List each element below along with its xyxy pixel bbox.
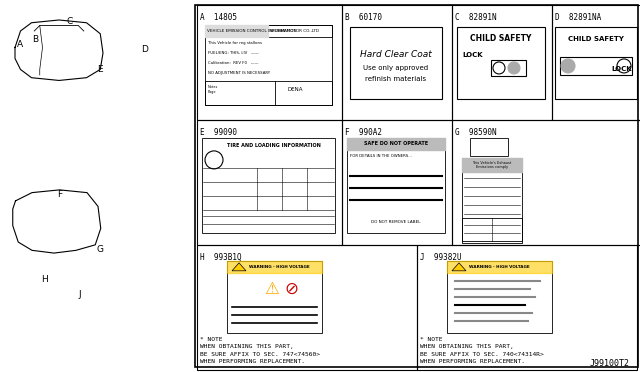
Text: FOR DETAILS IN THE OWNERS...: FOR DETAILS IN THE OWNERS... xyxy=(350,154,412,158)
Text: refinish materials: refinish materials xyxy=(365,76,427,82)
Text: DENA: DENA xyxy=(287,87,303,92)
Text: J99100T2: J99100T2 xyxy=(590,359,630,368)
Text: J: J xyxy=(79,290,81,299)
Bar xyxy=(552,5,640,120)
Bar xyxy=(417,245,637,370)
Text: J  99382U: J 99382U xyxy=(420,253,461,262)
Text: Calibration:  REV F0   ——: Calibration: REV F0 —— xyxy=(208,61,259,65)
Bar xyxy=(347,138,445,233)
Text: ⊘: ⊘ xyxy=(285,280,298,298)
Text: SAFE DO NOT OPERATE: SAFE DO NOT OPERATE xyxy=(364,141,428,147)
Text: G: G xyxy=(97,245,104,254)
Bar xyxy=(342,120,452,245)
Text: B  60170: B 60170 xyxy=(345,13,382,22)
Text: F  990A2: F 990A2 xyxy=(345,128,382,137)
Text: Hard Clear Coat: Hard Clear Coat xyxy=(360,51,432,60)
Text: WARNING - HIGH VOLTAGE: WARNING - HIGH VOLTAGE xyxy=(249,265,310,269)
Text: LOCK: LOCK xyxy=(462,52,483,58)
Bar xyxy=(205,81,332,105)
Bar xyxy=(470,138,508,156)
Text: F: F xyxy=(58,190,63,199)
Text: LOCK: LOCK xyxy=(611,66,632,72)
Bar xyxy=(457,27,545,99)
Text: NO ADJUSTMENT IS NECESSARY: NO ADJUSTMENT IS NECESSARY xyxy=(208,71,270,75)
Text: This Vehicle's Exhaust
Emissions comply: This Vehicle's Exhaust Emissions comply xyxy=(472,161,512,169)
Bar xyxy=(447,261,552,333)
Text: * NOTE
WHEN OBTAINING THIS PART,
BE SURE AFFIX TO SEC. 747<74560>
WHEN PERFORMIN: * NOTE WHEN OBTAINING THIS PART, BE SURE… xyxy=(200,337,320,364)
Text: ⚠: ⚠ xyxy=(264,280,280,298)
Bar xyxy=(197,120,342,245)
Bar xyxy=(202,138,335,233)
Text: CHILD SAFETY: CHILD SAFETY xyxy=(568,36,624,42)
Text: NISSAN MOTOR CO.,LTD: NISSAN MOTOR CO.,LTD xyxy=(270,29,319,33)
Text: C: C xyxy=(67,17,73,26)
Text: H: H xyxy=(42,275,49,284)
Text: Notes
Page: Notes Page xyxy=(208,85,218,93)
Bar xyxy=(491,60,526,76)
Text: * NOTE
WHEN OBTAINING THIS PART,
BE SURE AFFIX TO SEC. 740<74314R>
WHEN PERFORMI: * NOTE WHEN OBTAINING THIS PART, BE SURE… xyxy=(420,337,544,364)
Text: CHILD SAFETY: CHILD SAFETY xyxy=(470,35,532,44)
Text: D  82891NA: D 82891NA xyxy=(555,13,601,22)
Bar xyxy=(195,5,638,367)
Bar xyxy=(462,158,522,243)
Text: VEHICLE EMISSION CONTROL INFORMATION: VEHICLE EMISSION CONTROL INFORMATION xyxy=(207,29,296,33)
Text: FUEL/ENG: THIS, LIV   ——: FUEL/ENG: THIS, LIV —— xyxy=(208,51,259,55)
Bar xyxy=(555,27,637,99)
Text: H  993B1Q: H 993B1Q xyxy=(200,253,242,262)
Polygon shape xyxy=(452,263,466,271)
Bar xyxy=(350,27,442,99)
Bar xyxy=(462,218,522,241)
Bar xyxy=(342,5,452,120)
Text: Use only approved: Use only approved xyxy=(364,65,429,71)
Text: E: E xyxy=(97,65,103,74)
Circle shape xyxy=(508,62,520,74)
Text: TIRE AND LOADING INFORMATION: TIRE AND LOADING INFORMATION xyxy=(227,143,321,148)
Circle shape xyxy=(561,59,575,73)
Bar xyxy=(197,245,417,370)
Polygon shape xyxy=(232,263,246,271)
Text: DO NOT REMOVE LABEL: DO NOT REMOVE LABEL xyxy=(371,220,420,224)
Bar xyxy=(452,5,552,120)
Text: D: D xyxy=(141,45,148,54)
Bar xyxy=(452,120,640,245)
Text: G  98590N: G 98590N xyxy=(455,128,497,137)
Text: B: B xyxy=(32,35,38,45)
Text: E  99090: E 99090 xyxy=(200,128,237,137)
Bar xyxy=(205,25,332,37)
Bar xyxy=(197,5,342,120)
Bar xyxy=(205,25,332,105)
Text: A: A xyxy=(17,41,23,49)
Text: A  14805: A 14805 xyxy=(200,13,237,22)
Text: WARNING - HIGH VOLTAGE: WARNING - HIGH VOLTAGE xyxy=(469,265,530,269)
Text: C  82891N: C 82891N xyxy=(455,13,497,22)
Bar xyxy=(227,261,322,333)
Bar xyxy=(560,57,632,75)
Text: This Vehicle for reg stallons: This Vehicle for reg stallons xyxy=(208,41,262,45)
